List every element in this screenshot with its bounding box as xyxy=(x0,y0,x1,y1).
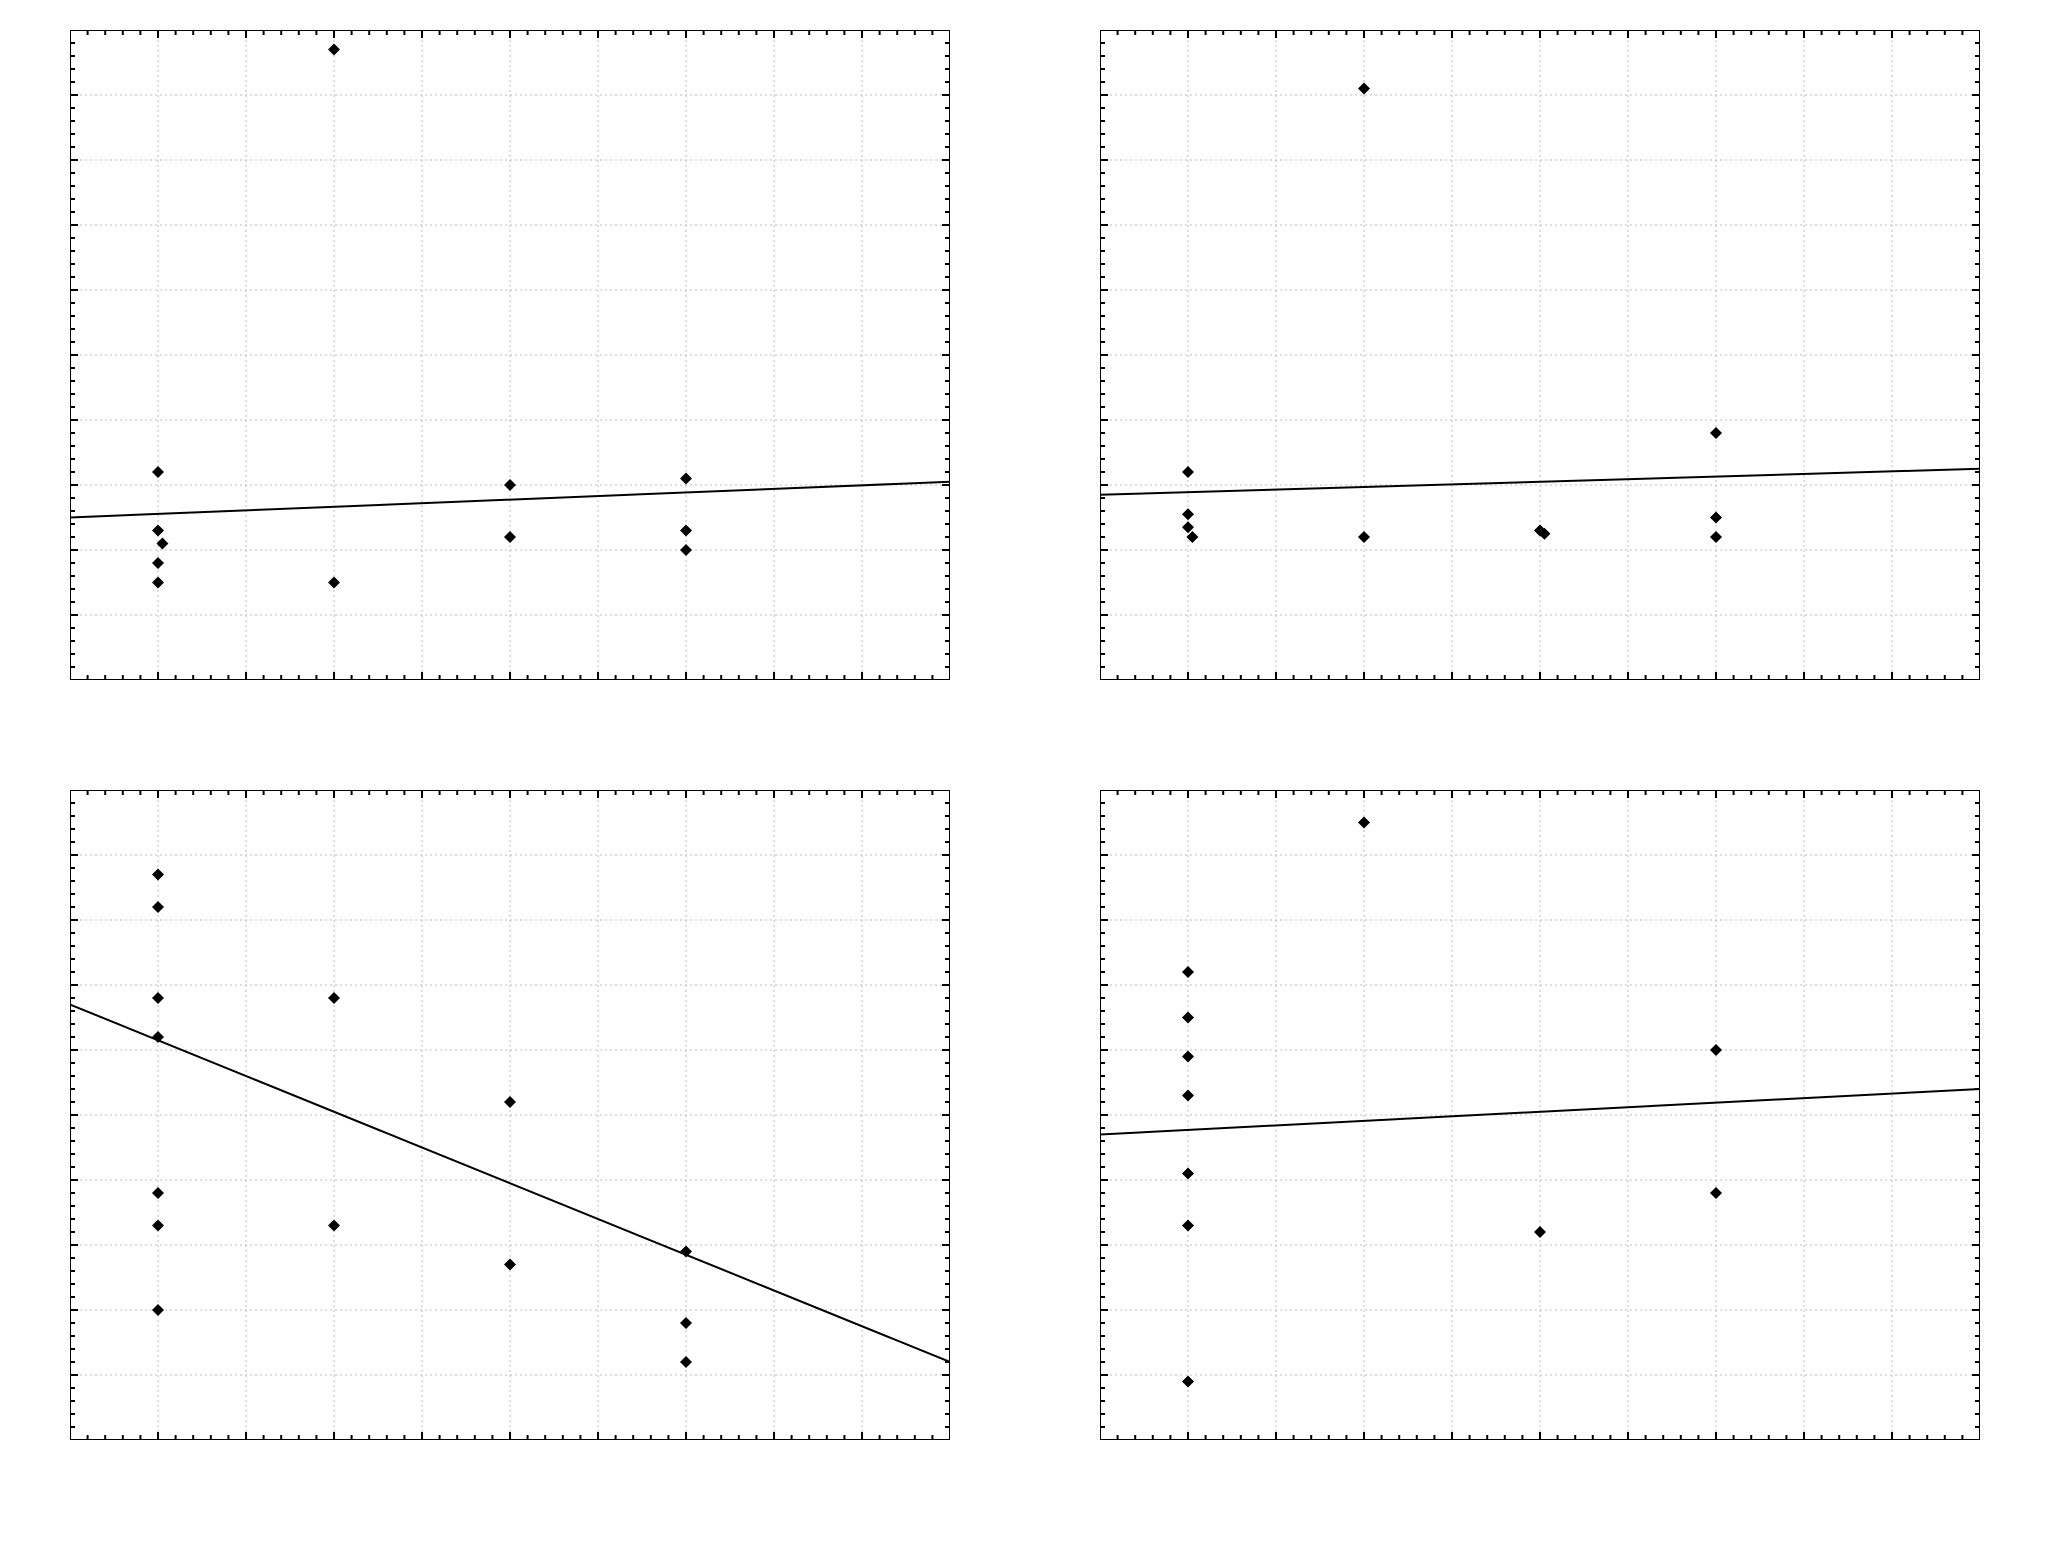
data-point xyxy=(328,44,340,56)
data-point xyxy=(1182,1168,1194,1180)
data-point xyxy=(156,538,168,550)
data-point xyxy=(152,869,164,881)
data-point xyxy=(328,1220,340,1232)
data-point xyxy=(328,992,340,1004)
data-point xyxy=(152,525,164,537)
data-point xyxy=(152,1220,164,1232)
data-point xyxy=(1182,1220,1194,1232)
data-point xyxy=(1182,466,1194,478)
data-point xyxy=(680,473,692,485)
data-point xyxy=(328,577,340,589)
scatter-svg xyxy=(70,30,950,680)
data-point xyxy=(1710,512,1722,524)
trend-line xyxy=(70,1005,950,1363)
data-point xyxy=(1182,1012,1194,1024)
data-point xyxy=(1710,1044,1722,1056)
data-point xyxy=(1710,531,1722,543)
data-point xyxy=(152,901,164,913)
data-points xyxy=(152,869,692,1369)
data-point xyxy=(680,1317,692,1329)
scatter-panel-top-left xyxy=(70,30,950,680)
data-point xyxy=(504,531,516,543)
data-point xyxy=(1358,83,1370,95)
data-point xyxy=(504,1096,516,1108)
data-point xyxy=(1182,1376,1194,1388)
data-point xyxy=(680,544,692,556)
scatter-svg xyxy=(1100,790,1980,1440)
data-point xyxy=(1358,531,1370,543)
data-point xyxy=(152,1187,164,1199)
data-point xyxy=(152,1304,164,1316)
data-point xyxy=(1182,508,1194,520)
data-point xyxy=(1182,1051,1194,1063)
data-point xyxy=(1710,427,1722,439)
data-point xyxy=(1182,1090,1194,1102)
data-point xyxy=(152,466,164,478)
data-point xyxy=(680,525,692,537)
data-point xyxy=(1534,1226,1546,1238)
scatter-svg xyxy=(1100,30,1980,680)
data-point xyxy=(1710,1187,1722,1199)
scatter-svg xyxy=(70,790,950,1440)
scatter-panel-bottom-right xyxy=(1100,790,1980,1440)
figure-canvas xyxy=(0,0,2051,1543)
data-point xyxy=(1358,817,1370,829)
data-point xyxy=(1182,966,1194,978)
data-point xyxy=(152,992,164,1004)
scatter-panel-bottom-left xyxy=(70,790,950,1440)
data-point xyxy=(152,577,164,589)
data-point xyxy=(680,1356,692,1368)
data-point xyxy=(152,557,164,569)
data-point xyxy=(504,479,516,491)
data-point xyxy=(504,1259,516,1271)
scatter-panel-top-right xyxy=(1100,30,1980,680)
